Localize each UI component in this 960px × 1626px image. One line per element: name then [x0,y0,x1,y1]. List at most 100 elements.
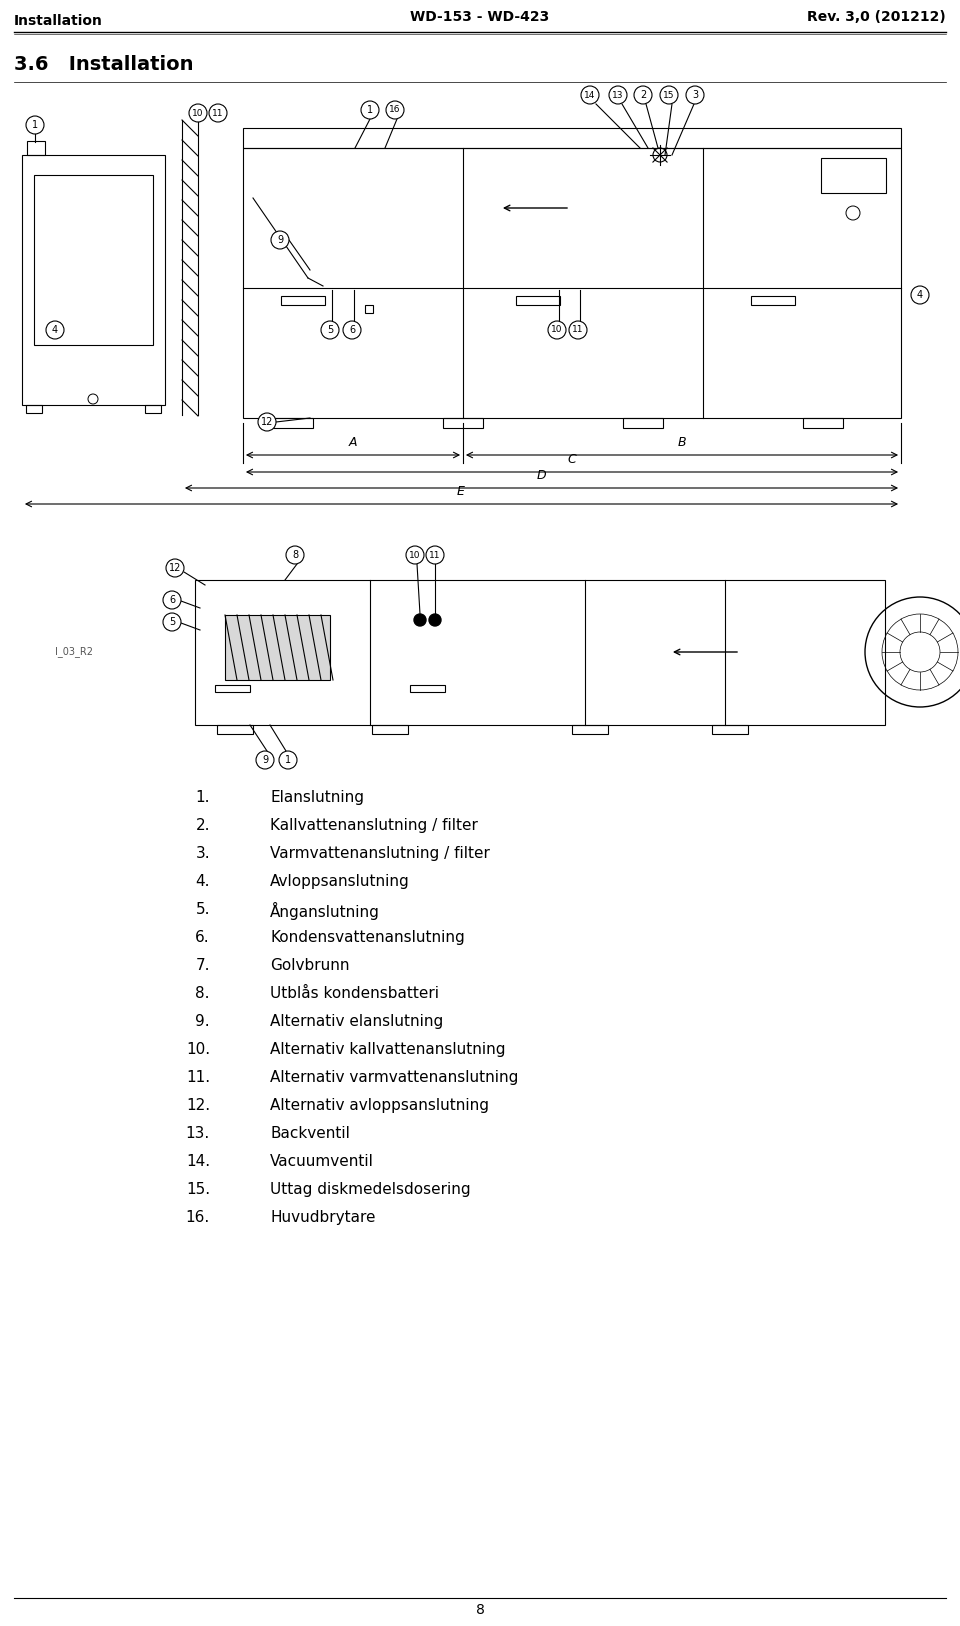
Text: 1: 1 [367,106,373,115]
Text: B: B [678,436,686,449]
Bar [712,725,748,733]
Bar [225,615,330,680]
Text: D: D [537,468,546,481]
Circle shape [386,101,404,119]
Bar [751,296,795,306]
Text: 7.: 7. [196,958,210,972]
Text: Uttag diskmedelsdosering: Uttag diskmedelsdosering [270,1182,470,1197]
Text: 5: 5 [169,616,175,628]
Circle shape [581,86,599,104]
Circle shape [414,615,426,626]
Text: 15.: 15. [186,1182,210,1197]
Bar [22,154,165,405]
Text: 8.: 8. [196,985,210,1002]
Text: Golvbrunn: Golvbrunn [270,958,349,972]
Bar [281,296,325,306]
Text: 1: 1 [285,754,291,764]
Circle shape [686,86,704,104]
Circle shape [279,751,297,769]
Circle shape [189,104,207,122]
Text: Elanslutning: Elanslutning [270,790,364,805]
Text: 1: 1 [32,120,38,130]
Bar [803,418,843,428]
Text: 11.: 11. [186,1070,210,1085]
Circle shape [406,546,424,564]
Text: 4: 4 [52,325,58,335]
Bar [623,418,663,428]
Text: Alternativ varmvattenanslutning: Alternativ varmvattenanslutning [270,1070,518,1085]
Bar [215,685,250,693]
Text: 12: 12 [261,416,274,428]
Bar [26,405,42,413]
Text: Vacuumventil: Vacuumventil [270,1154,373,1169]
Bar [34,176,153,345]
Circle shape [634,86,652,104]
Text: Kallvattenanslutning / filter: Kallvattenanslutning / filter [270,818,478,833]
Text: 8: 8 [292,550,298,559]
Text: 6.: 6. [196,930,210,945]
Bar [516,296,560,306]
Bar [217,725,253,733]
Text: 3.6   Installation: 3.6 Installation [14,55,194,75]
Circle shape [361,101,379,119]
Circle shape [166,559,184,577]
Circle shape [163,590,181,610]
Bar [372,725,408,733]
Text: Huvudbrytare: Huvudbrytare [270,1210,375,1224]
Bar [243,148,901,418]
Text: Backventil: Backventil [270,1125,349,1141]
Text: 4: 4 [917,289,924,301]
Text: 14: 14 [585,91,596,99]
Circle shape [26,115,44,133]
Circle shape [209,104,227,122]
Text: 11: 11 [212,109,224,117]
Text: 5.: 5. [196,902,210,917]
Text: 10: 10 [551,325,563,335]
Bar [243,128,901,148]
Text: E: E [457,485,465,498]
Text: 11: 11 [572,325,584,335]
Text: Avloppsanslutning: Avloppsanslutning [270,875,410,889]
Text: Utblås kondensbatteri: Utblås kondensbatteri [270,985,439,1002]
Circle shape [429,615,441,626]
Circle shape [569,320,587,338]
Circle shape [321,320,339,338]
Text: WD-153 - WD-423: WD-153 - WD-423 [410,10,550,24]
Bar [821,158,886,193]
Circle shape [660,86,678,104]
Bar [273,418,313,428]
Text: 3.: 3. [196,846,210,862]
Text: 2: 2 [640,89,646,101]
Text: 10: 10 [192,109,204,117]
Text: 10.: 10. [186,1042,210,1057]
Text: 1.: 1. [196,790,210,805]
Text: 14.: 14. [186,1154,210,1169]
Text: 10: 10 [409,551,420,559]
Text: Rev. 3,0 (201212): Rev. 3,0 (201212) [807,10,946,24]
Text: I_03_R2: I_03_R2 [55,647,93,657]
Text: A: A [348,436,357,449]
Circle shape [271,231,289,249]
Circle shape [343,320,361,338]
Circle shape [548,320,566,338]
Bar [145,405,161,413]
Text: 2.: 2. [196,818,210,833]
Text: 9.: 9. [196,1015,210,1029]
Circle shape [258,413,276,431]
Text: 11: 11 [429,551,441,559]
Text: 6: 6 [348,325,355,335]
Circle shape [609,86,627,104]
Bar [365,306,373,312]
Text: Kondensvattenanslutning: Kondensvattenanslutning [270,930,465,945]
Text: 3: 3 [692,89,698,101]
Circle shape [163,613,181,631]
Text: 9: 9 [262,754,268,764]
Circle shape [286,546,304,564]
Text: 9: 9 [276,236,283,246]
Text: 13: 13 [612,91,624,99]
Bar [572,725,608,733]
Circle shape [911,286,929,304]
Text: 13.: 13. [185,1125,210,1141]
Text: Alternativ kallvattenanslutning: Alternativ kallvattenanslutning [270,1042,506,1057]
Text: C: C [567,454,576,467]
